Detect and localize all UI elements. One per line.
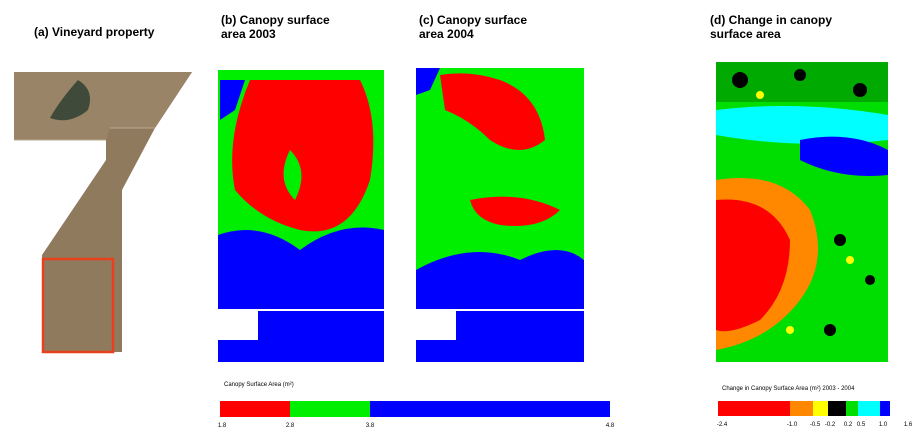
legend-tick-label: 1.8: [218, 423, 227, 429]
figure: (a) Vineyard property(b) Canopy surfacea…: [0, 0, 922, 434]
panel-title: (d) Change in canopy: [710, 13, 832, 27]
canopy-map-2004: [416, 68, 584, 362]
legend-tick-label: -0.2: [825, 422, 836, 428]
legend-tick-label: -2.4: [717, 422, 728, 428]
legend-swatch: [880, 401, 890, 416]
panel-title: area 2004: [419, 27, 474, 41]
legend-tick-label: -1.0: [787, 422, 798, 428]
legend-tick-label: 1.6: [904, 422, 913, 428]
legend-tick-label: 1.0: [879, 422, 888, 428]
legend-swatch: [828, 401, 846, 416]
panel-title: (b) Canopy surface: [221, 13, 330, 27]
legend-tick-label: 0.2: [844, 422, 853, 428]
legend-tick-label: 4.8: [606, 423, 615, 429]
legend-tick-label: -0.5: [810, 422, 821, 428]
panel-title: surface area: [710, 27, 781, 41]
legend-swatch: [220, 401, 290, 417]
panel-title: area 2003: [221, 27, 276, 41]
legend-swatch: [858, 401, 880, 416]
panel-title: (a) Vineyard property: [34, 25, 155, 39]
legend-tick-label: 3.8: [366, 423, 375, 429]
legend-swatch: [718, 401, 790, 416]
legend-title: Canopy Surface Area (m²): [224, 382, 294, 388]
canopy-map-2003: [218, 70, 384, 362]
change-map: [716, 62, 888, 362]
legend-tick-label: 2.8: [286, 423, 295, 429]
legend-swatch: [846, 401, 858, 416]
legend-title: Change in Canopy Surface Area (m²) 2003 …: [722, 386, 855, 392]
panel-title: (c) Canopy surface: [419, 13, 527, 27]
legend-swatch: [290, 401, 370, 417]
legend-swatch: [813, 401, 828, 416]
legend-swatch: [790, 401, 813, 416]
legend-tick-label: 0.5: [857, 422, 866, 428]
legend-swatch: [370, 401, 610, 417]
